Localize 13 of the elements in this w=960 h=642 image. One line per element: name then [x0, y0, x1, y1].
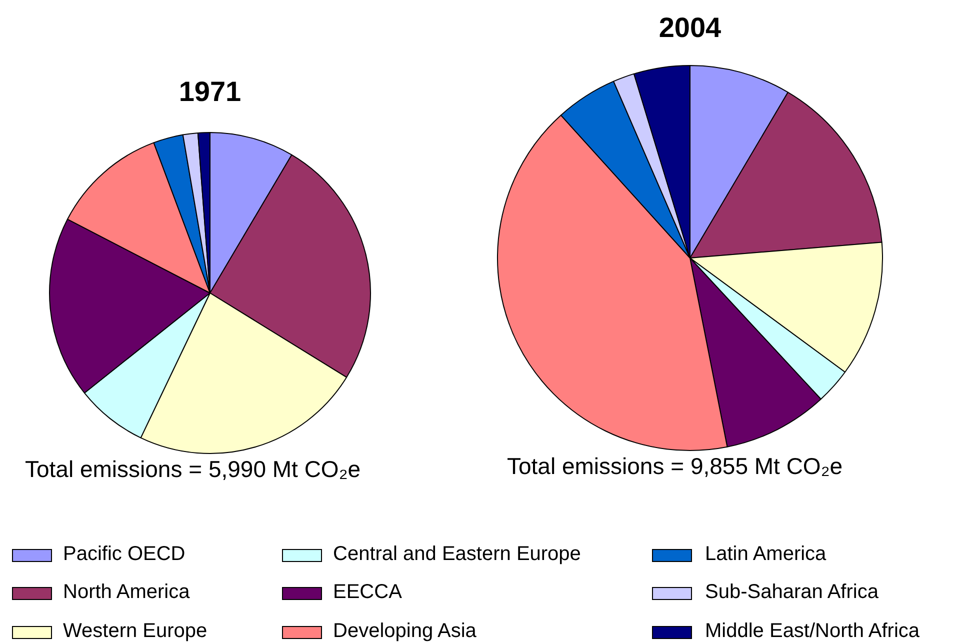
legend-label: Central and Eastern Europe [333, 543, 581, 566]
legend-label: Developing Asia [333, 620, 476, 642]
legend-label: Latin America [705, 543, 826, 566]
slice-label: 2004 [658, 12, 722, 44]
legend-label: Pacific OECD [63, 543, 186, 566]
legend-label: Sub-Saharan Africa [705, 581, 878, 604]
legend-label: Middle East/North Africa [705, 620, 920, 642]
legend-label: Western Europe [63, 620, 208, 642]
legend-label: North America [63, 581, 190, 604]
text: Total emissions = 5,990 Mt CO₂e [25, 456, 361, 483]
slice-label: 1971 [178, 76, 242, 108]
text: Total emissions = 9,855 Mt CO₂e [507, 453, 843, 480]
legend-label: EECCA [333, 581, 402, 604]
